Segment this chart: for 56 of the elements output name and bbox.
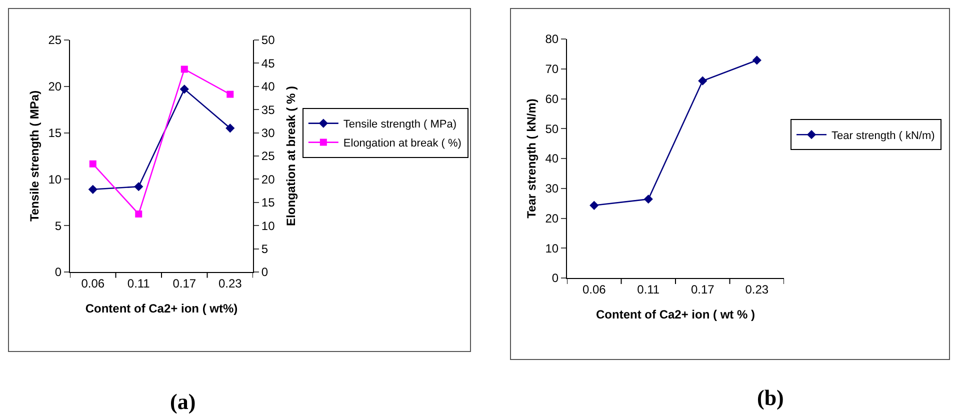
y2-tick-label: 25 <box>261 149 276 164</box>
y-tick-label: 10 <box>48 172 62 186</box>
y-tick-label: 20 <box>48 80 62 94</box>
text: (b) <box>757 385 784 410</box>
x-tick-label: 0.17 <box>690 282 715 296</box>
x-tick-label: 0.11 <box>127 276 150 290</box>
y-tick-label: 80 <box>545 32 559 46</box>
y-axis-title: Tensile strength ( MPa) <box>28 90 42 222</box>
text: (a) <box>170 389 196 414</box>
y-tick-label: 60 <box>545 92 559 106</box>
point <box>89 160 96 168</box>
y-tick-label: 40 <box>545 152 559 166</box>
y-tick-label: 25 <box>48 33 62 48</box>
y2-tick-label: 35 <box>261 102 276 117</box>
point <box>590 200 599 210</box>
y-tick-label: 0 <box>552 271 559 286</box>
y2-tick-label: 0 <box>261 265 268 280</box>
y2-tick-label: 5 <box>261 242 268 256</box>
point <box>752 56 762 65</box>
x-tick-label: 0.17 <box>172 276 196 290</box>
x-tick-label: 0.23 <box>745 282 769 296</box>
y-tick-label: 30 <box>545 182 559 196</box>
point <box>180 84 189 94</box>
y-tick-label: 20 <box>545 211 559 226</box>
y2-tick-label: 30 <box>261 126 276 140</box>
y2-tick-label: 45 <box>261 56 276 70</box>
y-tick-label: 70 <box>545 62 559 76</box>
y-axis-title: Tear strength ( kN/m) <box>524 98 539 218</box>
point <box>698 76 708 86</box>
y2-axis-title: Elongation at break ( % ) <box>284 86 298 226</box>
legend-label: Elongation at break ( %) <box>343 138 462 150</box>
x-tick-label: 0.06 <box>582 282 606 296</box>
point <box>135 210 142 218</box>
point <box>644 194 653 204</box>
x-axis-title: Content of Ca2+ ion ( wt % ) <box>596 307 755 322</box>
y-tick-label: 5 <box>54 218 62 233</box>
point <box>88 184 98 194</box>
legend-label: Tear strength ( kN/m) <box>832 130 935 142</box>
y2-tick-label: 50 <box>261 33 276 48</box>
y-tick-label: 0 <box>54 265 62 280</box>
y-tick-label: 50 <box>545 122 559 136</box>
legend-label: Tensile strength ( MPa) <box>343 118 457 131</box>
x-axis-title: Content of Ca2+ ion ( wt%) <box>85 301 238 316</box>
y2-tick-label: 10 <box>261 218 276 233</box>
point <box>226 124 235 133</box>
y2-tick-label: 15 <box>261 196 276 210</box>
y2-tick-label: 20 <box>261 172 276 186</box>
point <box>226 90 234 98</box>
y-tick-label: 15 <box>48 126 62 140</box>
point <box>134 182 144 192</box>
x-tick-label: 0.06 <box>81 276 105 290</box>
x-tick-label: 0.23 <box>218 276 242 290</box>
point <box>180 66 188 73</box>
y2-tick-label: 40 <box>261 80 276 94</box>
x-tick-label: 0.11 <box>637 282 660 296</box>
y-tick-label: 10 <box>545 241 559 256</box>
